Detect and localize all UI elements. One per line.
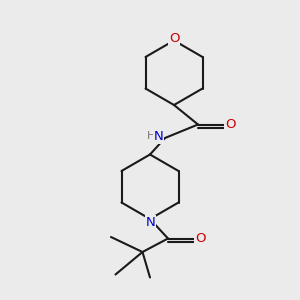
Text: N: N [154, 130, 164, 143]
Text: H: H [147, 130, 156, 141]
Text: O: O [225, 118, 236, 131]
Text: O: O [169, 32, 179, 46]
Text: O: O [195, 232, 205, 245]
Text: N: N [146, 215, 155, 229]
